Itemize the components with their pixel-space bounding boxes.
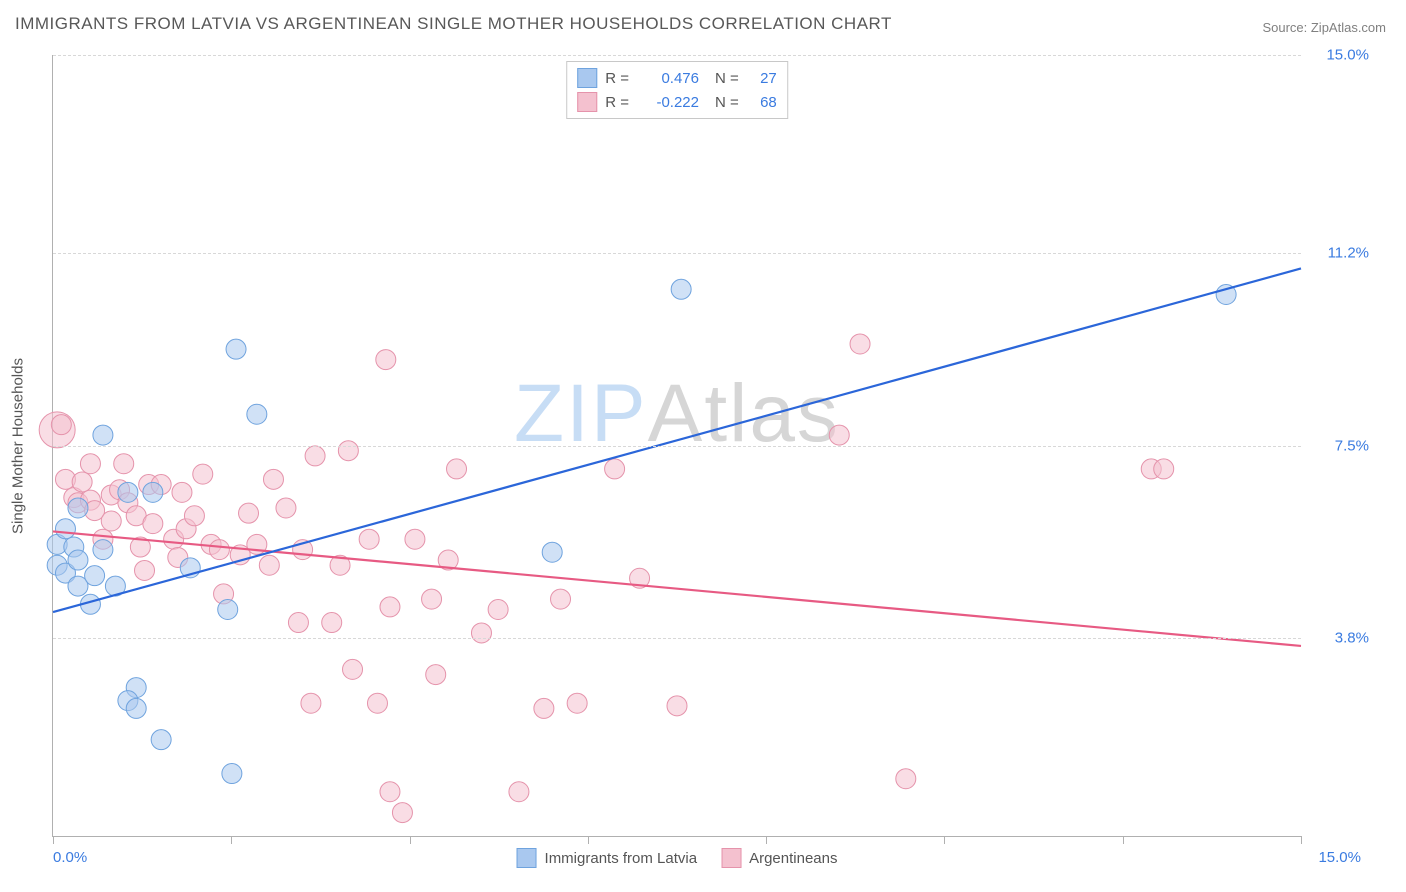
x-tick — [231, 836, 232, 844]
data-point — [126, 698, 146, 718]
source-value: ZipAtlas.com — [1311, 20, 1386, 35]
data-point — [85, 566, 105, 586]
data-point — [426, 665, 446, 685]
data-point — [72, 472, 92, 492]
data-point — [55, 519, 75, 539]
data-point — [359, 529, 379, 549]
data-point — [301, 693, 321, 713]
trend-line — [53, 531, 1301, 646]
trend-line — [53, 268, 1301, 612]
data-point — [226, 339, 246, 359]
data-point — [509, 782, 529, 802]
data-point — [542, 542, 562, 562]
data-point — [422, 589, 442, 609]
data-point — [93, 425, 113, 445]
data-point — [263, 469, 283, 489]
x-tick-label: 0.0% — [53, 849, 87, 866]
data-point — [376, 350, 396, 370]
data-point — [343, 659, 363, 679]
source-attribution: Source: ZipAtlas.com — [1262, 20, 1386, 35]
y-tick-label: 3.8% — [1335, 630, 1369, 647]
data-point — [288, 613, 308, 633]
data-point — [380, 782, 400, 802]
legend-label-latvia: Immigrants from Latvia — [545, 850, 698, 867]
data-point — [671, 279, 691, 299]
data-point — [184, 506, 204, 526]
series-legend: Immigrants from Latvia Argentineans — [517, 848, 838, 868]
data-point — [143, 514, 163, 534]
data-point — [239, 503, 259, 523]
data-point — [93, 540, 113, 560]
data-point — [392, 803, 412, 823]
data-point — [367, 693, 387, 713]
data-point — [209, 540, 229, 560]
data-point — [135, 560, 155, 580]
gridline — [53, 638, 1301, 639]
data-point — [447, 459, 467, 479]
data-point — [193, 464, 213, 484]
data-point — [172, 482, 192, 502]
chart-plot-area: ZIPAtlas R = 0.476 N = 27 R = -0.222 N =… — [52, 55, 1301, 837]
x-tick — [1123, 836, 1124, 844]
data-point — [471, 623, 491, 643]
legend-label-argentinean: Argentineans — [749, 850, 837, 867]
legend-swatch-latvia-icon — [517, 848, 537, 868]
data-point — [68, 550, 88, 570]
x-tick — [410, 836, 411, 844]
x-tick — [766, 836, 767, 844]
data-point — [101, 511, 121, 531]
data-point — [305, 446, 325, 466]
data-point — [338, 441, 358, 461]
x-tick-label: 15.0% — [1318, 849, 1361, 866]
data-point — [896, 769, 916, 789]
x-tick — [944, 836, 945, 844]
data-point — [51, 415, 71, 435]
data-point — [380, 597, 400, 617]
data-point — [222, 764, 242, 784]
data-point — [118, 482, 138, 502]
x-tick — [1301, 836, 1302, 844]
data-point — [259, 555, 279, 575]
y-tick-label: 7.5% — [1335, 437, 1369, 454]
x-tick — [588, 836, 589, 844]
data-point — [114, 454, 134, 474]
data-point — [850, 334, 870, 354]
source-label: Source: — [1262, 20, 1310, 35]
legend-swatch-argentinean-icon — [721, 848, 741, 868]
gridline — [53, 55, 1301, 56]
data-point — [218, 600, 238, 620]
data-point — [247, 404, 267, 424]
data-point — [151, 730, 171, 750]
legend-item-argentinean: Argentineans — [721, 848, 837, 868]
data-point — [276, 498, 296, 518]
data-point — [534, 698, 554, 718]
data-point — [322, 613, 342, 633]
data-point — [567, 693, 587, 713]
legend-item-latvia: Immigrants from Latvia — [517, 848, 698, 868]
data-point — [551, 589, 571, 609]
x-tick — [53, 836, 54, 844]
data-point — [488, 600, 508, 620]
data-point — [405, 529, 425, 549]
data-point — [68, 498, 88, 518]
y-tick-label: 15.0% — [1326, 47, 1369, 64]
data-point — [667, 696, 687, 716]
data-point — [1154, 459, 1174, 479]
data-point — [605, 459, 625, 479]
gridline — [53, 253, 1301, 254]
y-axis-label: Single Mother Households — [10, 358, 27, 534]
data-point — [829, 425, 849, 445]
data-point — [80, 454, 100, 474]
chart-title: IMMIGRANTS FROM LATVIA VS ARGENTINEAN SI… — [15, 14, 892, 34]
gridline — [53, 446, 1301, 447]
y-tick-label: 11.2% — [1328, 244, 1369, 261]
data-point — [143, 482, 163, 502]
